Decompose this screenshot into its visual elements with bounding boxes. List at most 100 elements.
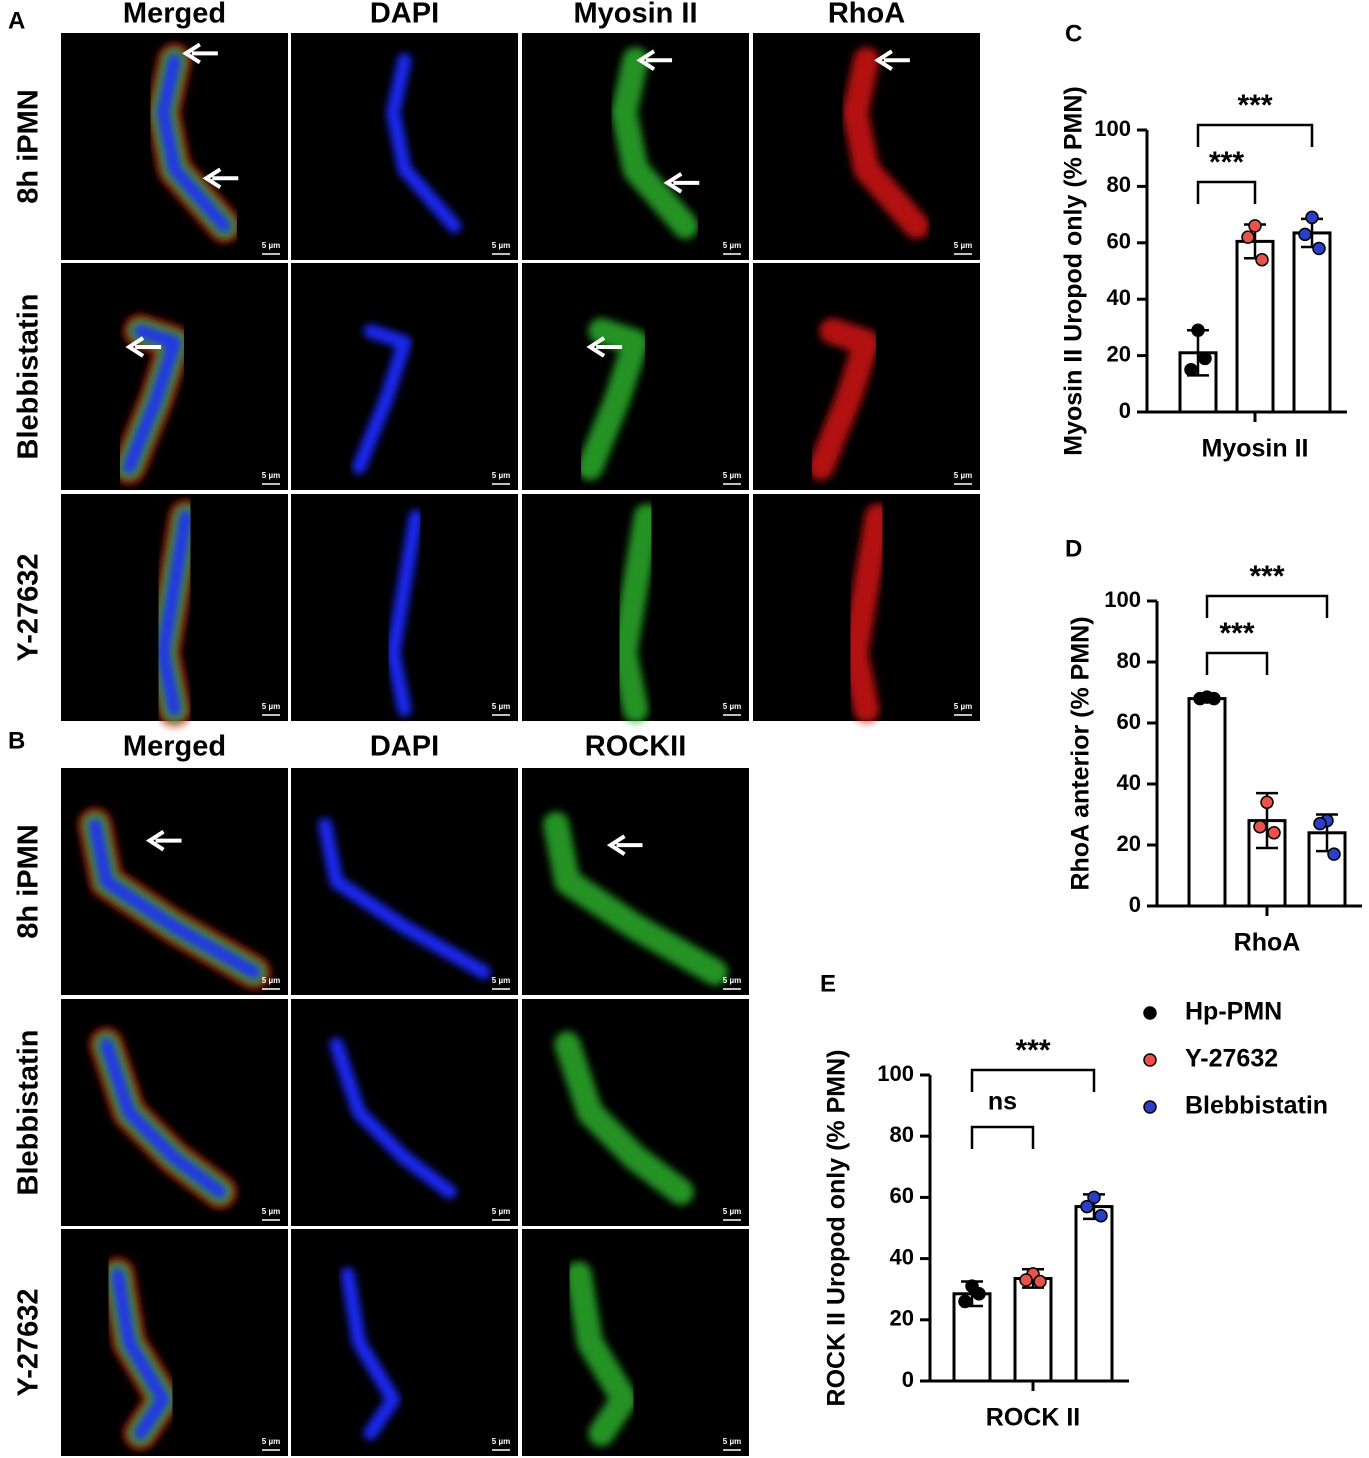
legend-marker <box>1143 1100 1157 1114</box>
scale-bar-label: 5 µm <box>723 471 741 480</box>
x-tick-label: ROCK II <box>986 1404 1080 1432</box>
legend-label: Y-27632 <box>1185 1045 1278 1073</box>
row-label: Y-27632 <box>13 553 45 661</box>
data-point <box>1260 795 1274 810</box>
micrograph: 5 µm <box>291 768 518 995</box>
y-tick-label: 0 <box>1129 892 1141 917</box>
scale-bar-label: 5 µm <box>262 976 280 985</box>
micrograph: 5 µm <box>61 263 288 490</box>
y-tick-label: 20 <box>890 1306 914 1331</box>
cell-signal <box>156 509 193 717</box>
micrograph: 5 µm <box>291 33 518 260</box>
significance-bracket <box>970 1125 1035 1149</box>
cell-signal <box>842 503 891 723</box>
legend-marker <box>1143 1006 1157 1020</box>
cell-signal <box>156 53 232 233</box>
data-point <box>1327 847 1341 861</box>
cell-signal <box>110 1267 171 1441</box>
data-point <box>1241 230 1255 244</box>
cell-signal <box>318 817 491 980</box>
cell-signal <box>352 324 412 475</box>
micrograph: 5 µm <box>291 263 518 490</box>
micrograph: 5 µm <box>522 999 749 1226</box>
cell-signal <box>565 1261 638 1447</box>
micrograph: 5 µm <box>522 1229 749 1456</box>
scale-bar-label: 5 µm <box>262 702 280 711</box>
significance-label: *** <box>1249 560 1284 593</box>
micrograph: 5 µm <box>61 768 288 995</box>
legend-label: Hp-PMN <box>1185 998 1282 1026</box>
arrow <box>874 49 910 71</box>
cell-signal <box>577 318 649 481</box>
scale-bar-label: 5 µm <box>723 976 741 985</box>
micrograph-bg <box>291 1229 518 1456</box>
y-tick-label: 0 <box>902 1367 914 1392</box>
scale-bar-label: 5 µm <box>492 976 510 985</box>
micrograph-bg <box>291 999 518 1226</box>
arrow <box>202 167 239 189</box>
row-label: Blebbistatin <box>13 1030 45 1196</box>
y-tick-label: 100 <box>1104 587 1141 612</box>
panel-letter: B <box>8 727 25 754</box>
x-tick-label: RhoA <box>1234 929 1301 957</box>
data-point <box>1087 1190 1101 1205</box>
arrow <box>663 172 700 194</box>
significance-label: *** <box>1209 146 1244 179</box>
significance-bracket <box>1196 123 1314 147</box>
data-point <box>1198 351 1212 366</box>
micrograph: 5 µm <box>522 494 749 723</box>
cell-signal <box>543 811 728 986</box>
y-tick-label: 80 <box>1117 648 1141 673</box>
cell-signal <box>122 324 182 475</box>
data-point <box>1267 826 1281 840</box>
scale-bar-label: 5 µm <box>262 471 280 480</box>
micrograph-bg <box>522 999 749 1226</box>
y-tick-label: 40 <box>1117 770 1141 795</box>
column-header: Myosin II <box>573 0 697 30</box>
data-point <box>1312 241 1326 256</box>
cell-signal <box>88 817 261 980</box>
legend-marker <box>1143 1053 1157 1067</box>
y-tick-label: 20 <box>1117 831 1141 856</box>
micrograph-bg <box>291 768 518 995</box>
scale-bar-label: 5 µm <box>492 702 510 711</box>
scale-bar-label: 5 µm <box>954 241 972 250</box>
data-point <box>1255 252 1269 267</box>
bar <box>1292 231 1332 414</box>
y-axis-label: ROCK II Uropod only (% PMN) <box>823 1050 851 1407</box>
cell-signal <box>386 509 423 717</box>
arrow <box>145 829 182 852</box>
data-point <box>1248 219 1262 233</box>
micrograph: 5 µm <box>61 33 288 260</box>
column-header: Merged <box>123 731 226 763</box>
data-point <box>1305 210 1319 225</box>
micrograph: 5 µm <box>522 33 749 260</box>
scale-bar-label: 5 µm <box>262 1437 280 1446</box>
micrograph: 5 µm <box>522 263 749 490</box>
y-tick-label: 0 <box>1119 398 1131 423</box>
arrow <box>636 49 673 71</box>
significance-bracket <box>1205 651 1269 675</box>
micrograph: 5 µm <box>753 33 980 260</box>
arrow <box>586 336 623 358</box>
significance-label: *** <box>1219 617 1254 650</box>
data-point <box>958 1294 972 1309</box>
significance-bracket <box>1196 180 1257 204</box>
micrograph: 5 µm <box>291 494 518 721</box>
micrograph: 5 µm <box>753 263 980 490</box>
significance-label: *** <box>1015 1034 1050 1067</box>
column-header: DAPI <box>370 731 439 763</box>
y-tick-label: 60 <box>1117 709 1141 734</box>
legend-label: Blebbistatin <box>1185 1092 1328 1120</box>
data-point <box>1298 227 1312 242</box>
scale-bar-label: 5 µm <box>954 702 972 711</box>
y-tick-label: 60 <box>890 1183 914 1208</box>
micrograph-bg <box>61 1229 288 1456</box>
data-point <box>1313 816 1327 831</box>
scale-bar-label: 5 µm <box>492 471 510 480</box>
cell-signal <box>611 503 660 723</box>
row-label: Blebbistatin <box>13 294 45 460</box>
scale-bar-label: 5 µm <box>723 241 741 250</box>
column-header: ROCKII <box>585 731 687 763</box>
